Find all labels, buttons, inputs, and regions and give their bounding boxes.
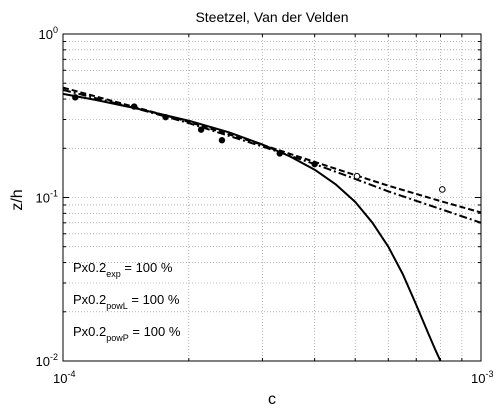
data-point-filled — [311, 160, 318, 168]
x-axis-label: c — [268, 391, 276, 408]
data-point-filled — [72, 94, 79, 101]
data-point-filled — [130, 103, 138, 110]
y-tick-label: 10-1 — [36, 189, 58, 206]
annotations: Px0.2exp = 100 % Px0.2powL = 100 % Px0.2po… — [73, 260, 181, 343]
data-markers — [72, 94, 446, 193]
grid — [63, 34, 481, 361]
y-axis-label: z/h — [9, 189, 26, 210]
annotation-text: Px0.2exp = 100 % — [73, 260, 173, 279]
data-point-open — [353, 172, 361, 180]
chart-title: Steetzel, Van der Velden — [195, 9, 348, 25]
y-tick-labels: 100 10-1 10-2 — [36, 25, 58, 369]
annotation-text: Px0.2powL = 100 % — [73, 292, 180, 311]
data-point-filled — [197, 126, 205, 133]
y-tick-label: 100 — [39, 25, 58, 42]
data-point-filled — [218, 137, 226, 144]
x-tick-label: 10-4 — [53, 369, 75, 386]
data-point-open — [438, 186, 446, 193]
data-point-filled — [276, 150, 283, 157]
x-tick-label: 10-3 — [471, 369, 493, 386]
frame-ticks — [63, 34, 481, 361]
y-tick-label: 10-2 — [36, 352, 58, 369]
x-tick-labels: 10-4 10-3 — [53, 369, 493, 386]
annotation-text: Px0.2powP = 100 % — [73, 324, 181, 343]
data-point-filled — [162, 113, 169, 121]
